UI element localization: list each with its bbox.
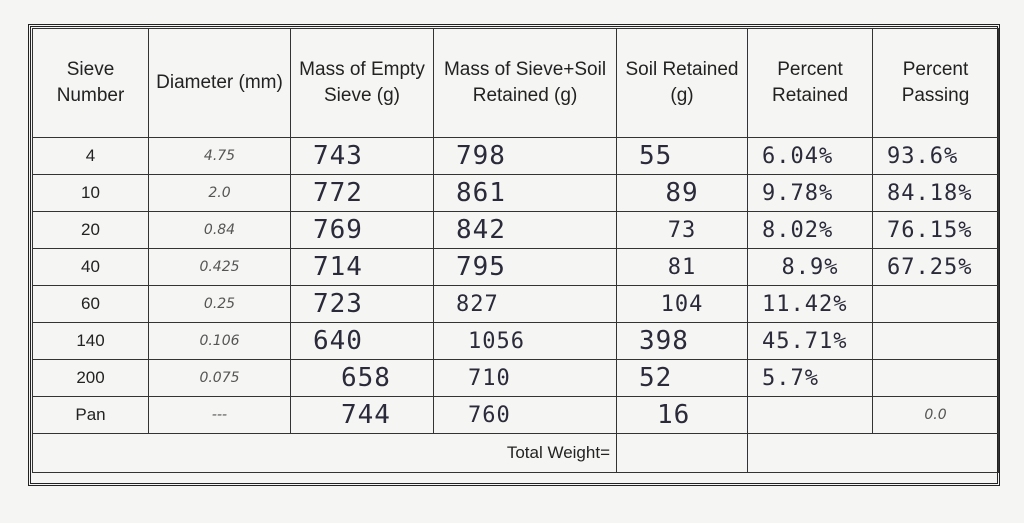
mass-sieve-soil-cell: 710 [433, 359, 617, 397]
total-weight-label: Total Weight= [32, 433, 617, 473]
percent-retained-cell: 11.42% [747, 285, 873, 323]
mass-empty-cell: 658 [290, 359, 434, 397]
mass-sieve-soil-cell: 842 [433, 211, 617, 249]
sieve-number-cell: 4 [32, 137, 149, 175]
sieve-number-cell: 200 [32, 359, 149, 397]
header-mass-empty-sieve: Mass of Empty Sieve (g) [290, 28, 434, 138]
soil-retained-cell: 81 [616, 248, 748, 286]
table-row: 20 0.84 769 842 73 8.02% 76.15% [32, 211, 999, 249]
percent-retained-cell: 5.7% [747, 359, 873, 397]
percent-retained-cell: 6.04% [747, 137, 873, 175]
percent-passing-cell: 67.25% [872, 248, 999, 286]
mass-empty-cell: 714 [290, 248, 434, 286]
soil-retained-cell: 398 [616, 322, 748, 360]
total-empty-cell [747, 433, 999, 473]
soil-retained-cell: 89 [616, 174, 748, 212]
sieve-analysis-table: Sieve Number Diameter (mm) Mass of Empty… [32, 28, 999, 473]
total-weight-value [616, 433, 748, 473]
soil-retained-cell: 73 [616, 211, 748, 249]
mass-empty-cell: 743 [290, 137, 434, 175]
percent-retained-cell: 9.78% [747, 174, 873, 212]
sieve-number-cell: 40 [32, 248, 149, 286]
sieve-number-cell: Pan [32, 396, 149, 434]
table-row: 140 0.106 640 1056 398 45.71% [32, 322, 999, 360]
percent-passing-cell: 93.6% [872, 137, 999, 175]
percent-passing-cell: 84.18% [872, 174, 999, 212]
table-row: 10 2.0 772 861 89 9.78% 84.18% [32, 174, 999, 212]
percent-passing-cell [872, 285, 999, 323]
diameter-cell: 0.106 [148, 322, 291, 360]
mass-sieve-soil-cell: 795 [433, 248, 617, 286]
soil-retained-cell: 52 [616, 359, 748, 397]
header-mass-sieve-soil: Mass of Sieve+Soil Retained (g) [433, 28, 617, 138]
mass-empty-cell: 772 [290, 174, 434, 212]
diameter-cell: 0.075 [148, 359, 291, 397]
mass-empty-cell: 744 [290, 396, 434, 434]
header-diameter: Diameter (mm) [148, 28, 291, 138]
diameter-cell: 0.25 [148, 285, 291, 323]
header-percent-passing: Percent Passing [872, 28, 999, 138]
table-frame [28, 24, 1000, 486]
soil-retained-cell: 16 [616, 396, 748, 434]
diameter-cell: 0.84 [148, 211, 291, 249]
header-soil-retained: Soil Retained (g) [616, 28, 748, 138]
mass-sieve-soil-cell: 861 [433, 174, 617, 212]
mass-empty-cell: 640 [290, 322, 434, 360]
diameter-cell: 4.75 [148, 137, 291, 175]
mass-sieve-soil-cell: 827 [433, 285, 617, 323]
table-row: 60 0.25 723 827 104 11.42% [32, 285, 999, 323]
percent-retained-cell: 8.9% [747, 248, 873, 286]
diameter-cell: 2.0 [148, 174, 291, 212]
percent-passing-cell [872, 322, 999, 360]
mass-sieve-soil-cell: 798 [433, 137, 617, 175]
sieve-number-cell: 20 [32, 211, 149, 249]
soil-retained-cell: 104 [616, 285, 748, 323]
percent-passing-cell: 0.0 [872, 396, 999, 434]
table-row: 200 0.075 658 710 52 5.7% [32, 359, 999, 397]
sieve-number-cell: 60 [32, 285, 149, 323]
table-row: 4 4.75 743 798 55 6.04% 93.6% [32, 137, 999, 175]
diameter-cell: 0.425 [148, 248, 291, 286]
mass-empty-cell: 723 [290, 285, 434, 323]
sieve-number-cell: 10 [32, 174, 149, 212]
soil-retained-cell: 55 [616, 137, 748, 175]
percent-passing-cell: 76.15% [872, 211, 999, 249]
percent-retained-cell [747, 396, 873, 434]
mass-sieve-soil-cell: 1056 [433, 322, 617, 360]
percent-retained-cell: 8.02% [747, 211, 873, 249]
diameter-cell: --- [148, 396, 291, 434]
header-row: Sieve Number Diameter (mm) Mass of Empty… [32, 28, 999, 138]
percent-passing-cell [872, 359, 999, 397]
mass-empty-cell: 769 [290, 211, 434, 249]
header-sieve-number: Sieve Number [32, 28, 149, 138]
percent-retained-cell: 45.71% [747, 322, 873, 360]
table-row: Pan --- 744 760 16 0.0 [32, 396, 999, 434]
sieve-number-cell: 140 [32, 322, 149, 360]
mass-sieve-soil-cell: 760 [433, 396, 617, 434]
header-percent-retained: Percent Retained [747, 28, 873, 138]
total-row: Total Weight= [32, 433, 999, 473]
table-row: 40 0.425 714 795 81 8.9% 67.25% [32, 248, 999, 286]
